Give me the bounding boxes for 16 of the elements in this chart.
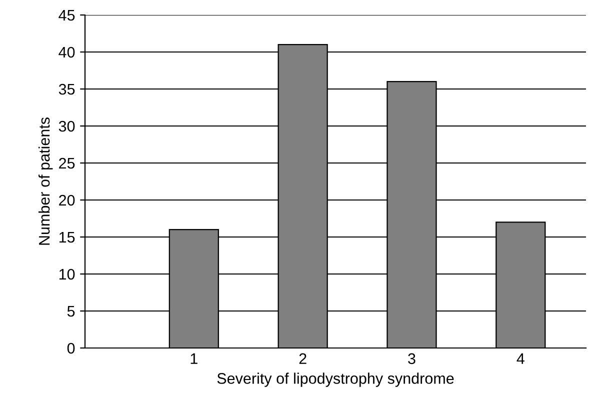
y-tick-label: 20 xyxy=(59,194,75,206)
y-tick-label: 45 xyxy=(58,10,75,21)
y-tick-label: 5 xyxy=(67,306,75,317)
x-tick-label: 4 xyxy=(516,353,524,364)
y-tick-label: 30 xyxy=(58,120,75,132)
y-tick-label: 15 xyxy=(59,232,75,243)
x-tick-label: 3 xyxy=(408,353,416,364)
y-tick-label: 40 xyxy=(58,46,75,58)
y-tick-label: 25 xyxy=(59,158,75,169)
y-tick-label: 10 xyxy=(59,268,75,280)
x-tick-label: 1 xyxy=(190,353,198,364)
y-tick-label: 35 xyxy=(58,84,75,95)
x-axis-title: Severity of lipodystrophy syndrome xyxy=(217,372,454,387)
x-tick-label: 2 xyxy=(299,353,306,364)
y-tick-label: 0 xyxy=(67,342,75,354)
y-axis-title: Number of patients xyxy=(38,118,53,245)
